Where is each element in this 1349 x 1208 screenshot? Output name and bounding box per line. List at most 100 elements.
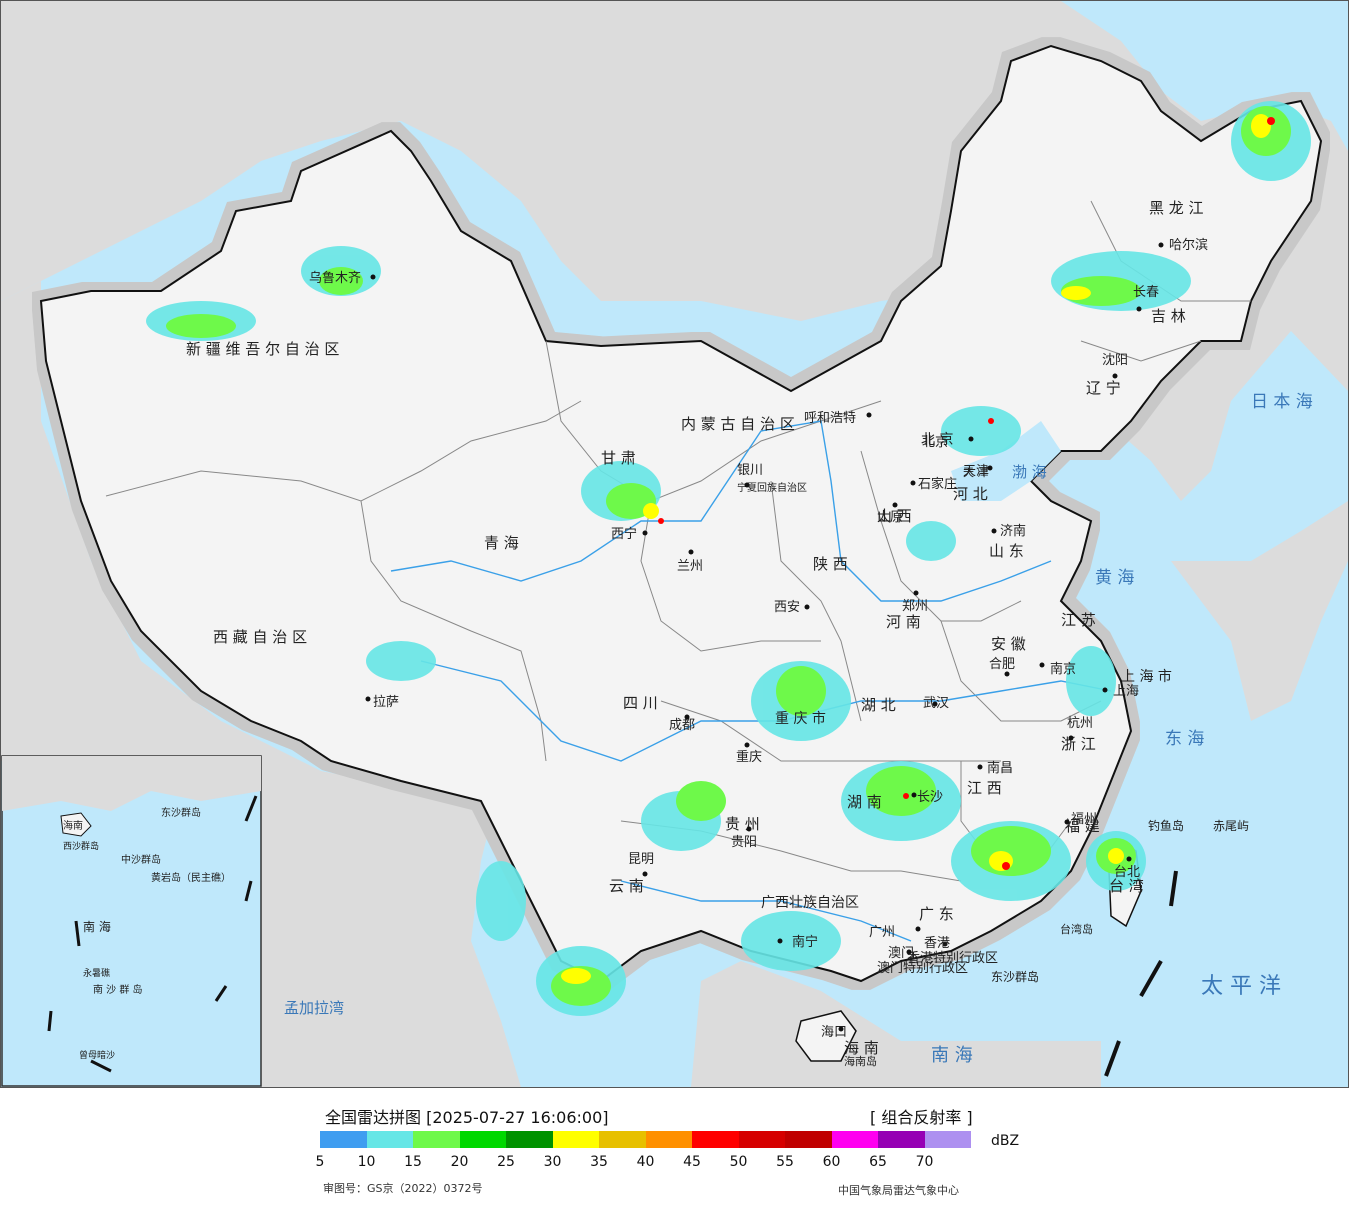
city-label: 澳门 <box>888 945 914 961</box>
city-marker <box>804 604 810 610</box>
city-label: 台北 <box>1114 865 1140 880</box>
city-marker <box>991 528 997 534</box>
issuer-label: 中国气象局雷达气象中心 <box>838 1184 959 1197</box>
city-marker <box>838 1026 844 1032</box>
province-label: 江 西 <box>967 779 1002 797</box>
province-label: 青 海 <box>484 534 519 552</box>
scale-tick-label: 5 <box>315 1154 325 1170</box>
island-label: 赤尾屿 <box>1213 819 1249 833</box>
city-marker <box>1064 819 1070 825</box>
city-marker <box>1102 687 1108 693</box>
city-label: 成都 <box>669 718 695 733</box>
city-label: 福州 <box>1071 812 1097 827</box>
city-marker <box>968 436 974 442</box>
sea-label: 东 海 <box>1165 729 1204 749</box>
sea-label: 渤 海 <box>1012 463 1047 481</box>
province-label: 湖 北 <box>861 696 896 714</box>
color-swatch <box>645 1131 692 1148</box>
province-label: 江 苏 <box>1061 611 1096 629</box>
city-marker <box>642 871 648 877</box>
color-swatch <box>785 1131 832 1148</box>
color-swatch <box>413 1131 460 1148</box>
city-label: 石家庄 <box>918 476 957 492</box>
color-swatch <box>878 1131 925 1148</box>
color-swatch <box>366 1131 413 1148</box>
city-marker <box>642 530 648 536</box>
color-swatch <box>924 1131 971 1148</box>
province-label: 吉 林 <box>1151 307 1186 325</box>
province-label: 湖 南 <box>847 793 882 811</box>
province-label: 云 南 <box>609 877 644 895</box>
province-label: 新 疆 维 吾 尔 自 治 区 <box>186 340 339 358</box>
legend-panel: 全国雷达拼图 [2025-07-27 16:06:00] [ 组合反射率 ] 5… <box>0 1088 1349 1208</box>
radar-map[interactable]: 新 疆 维 吾 尔 自 治 区西 藏 自 治 区 青 海 甘 肃 内 蒙 古 自 治 … <box>0 0 1349 1088</box>
scale-tick-label: 55 <box>776 1154 794 1170</box>
city-label: 南昌 <box>987 760 1013 776</box>
city-marker <box>911 792 917 798</box>
color-swatch <box>692 1131 739 1148</box>
radar-echoes <box>146 101 1311 1016</box>
inset-label: 黄岩岛（民主礁） <box>151 871 231 884</box>
color-swatch <box>738 1131 785 1148</box>
city-marker <box>365 696 371 702</box>
island-label: 东沙群岛 <box>991 969 1039 984</box>
province-label: 香港特别行政区 <box>907 951 998 966</box>
city-marker <box>932 701 938 707</box>
city-label: 天津 <box>963 464 989 479</box>
city-label: 贵阳 <box>731 835 757 850</box>
city-label: 西宁 <box>611 526 637 542</box>
hainan-island <box>795 1010 857 1062</box>
city-marker <box>915 926 921 932</box>
city-label: 广州 <box>869 925 895 940</box>
scale-tick-label: 25 <box>497 1154 515 1170</box>
scale-tick-label: 70 <box>915 1154 934 1170</box>
city-label: 香港 <box>924 936 950 951</box>
inset-label: 南 海 <box>83 919 111 934</box>
scale-tick-label: 30 <box>543 1154 562 1170</box>
scale-tick-label: 10 <box>357 1154 376 1170</box>
province-label: 天 津 <box>963 466 989 479</box>
city-label: 合肥 <box>989 657 1015 672</box>
city-label: 呼和浩特 <box>804 411 856 426</box>
city-marker <box>866 412 872 418</box>
city-marker <box>370 274 376 280</box>
city-marker <box>977 764 983 770</box>
unit-label: dBZ <box>991 1133 1020 1149</box>
city-marker <box>1158 242 1164 248</box>
province-label: 河 北 <box>953 485 988 503</box>
inset-label: 曾母暗沙 <box>79 1049 115 1061</box>
province-label: 贵 州 <box>725 815 760 833</box>
city-marker <box>1068 735 1074 741</box>
city-label: 乌鲁木齐 <box>309 270 361 286</box>
sea-label: 日 本 海 <box>1251 392 1313 412</box>
color-swatch <box>320 1131 367 1148</box>
province-label: 北 京 <box>921 432 953 448</box>
city-marker <box>1126 856 1132 862</box>
city-marker <box>684 714 690 720</box>
province-label: 广 东 <box>919 905 954 923</box>
city-label: 西安 <box>774 600 800 615</box>
province-label: 上 海 市 <box>1121 668 1172 685</box>
inset-label: 东沙群岛 <box>161 806 201 819</box>
city-marker <box>746 826 752 832</box>
city-label: 银川 <box>737 463 763 478</box>
city-marker <box>1112 373 1118 379</box>
bohai-sea <box>951 421 1061 501</box>
sea-label: 太 平 洋 <box>1201 974 1281 999</box>
map-approval-number: 审图号：GS京（2022）0372号 <box>323 1182 483 1195</box>
city-label: 兰州 <box>677 559 703 574</box>
island-label: 台湾岛 <box>1060 922 1093 936</box>
province-label: 河 南 <box>886 613 921 631</box>
color-swatch <box>599 1131 646 1148</box>
south-china-sea-inset <box>1 755 262 1087</box>
province-label: 台 湾 <box>1109 877 1144 895</box>
city-label: 海口 <box>821 1025 847 1040</box>
city-label: 南京 <box>1050 661 1076 677</box>
city-label: 长春 <box>1133 285 1159 300</box>
color-swatch <box>506 1131 553 1148</box>
province-label: 黑 龙 江 <box>1149 199 1204 217</box>
inset-label: 中沙群岛 <box>121 853 161 866</box>
color-swatch <box>831 1131 878 1148</box>
province-label: 宁夏回族自治区 <box>737 481 807 494</box>
city-marker <box>913 590 919 596</box>
